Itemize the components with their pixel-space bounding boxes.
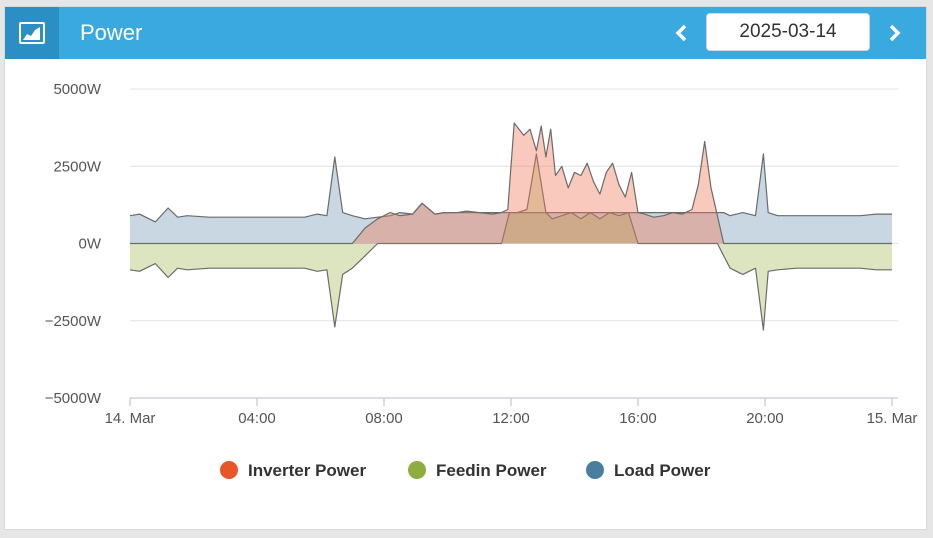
x-tick-label: 15. Mar — [867, 410, 918, 427]
chart-series — [129, 122, 892, 331]
x-tick-label: 08:00 — [365, 410, 403, 427]
header-icon-box — [5, 7, 59, 59]
x-tick-label: 04:00 — [238, 410, 276, 427]
card-header: Power — [5, 7, 926, 59]
chevron-left-icon — [675, 24, 687, 42]
series-line — [130, 122, 892, 245]
series-area — [130, 153, 892, 244]
y-tick-label: 5000W — [53, 81, 101, 98]
legend-item[interactable]: Inverter Power — [220, 461, 366, 480]
date-field[interactable] — [706, 13, 870, 51]
area-chart-icon — [19, 22, 45, 44]
legend-label: Load Power — [614, 461, 711, 480]
chevron-right-icon — [889, 24, 901, 42]
x-tick-label: 14. Mar — [105, 410, 156, 427]
legend-item[interactable]: Feedin Power — [408, 461, 547, 480]
y-tick-label: −5000W — [45, 390, 102, 407]
y-tick-label: −2500W — [45, 313, 102, 330]
next-day-button[interactable] — [883, 21, 907, 45]
x-tick-label: 12:00 — [492, 410, 530, 427]
x-tick-label: 20:00 — [746, 410, 784, 427]
previous-day-button[interactable] — [669, 21, 693, 45]
page-title: Power — [80, 20, 143, 45]
y-tick-label: 2500W — [53, 158, 101, 175]
legend-marker — [586, 461, 604, 479]
x-tick-label: 16:00 — [619, 410, 657, 427]
y-tick-label: 0W — [79, 236, 102, 253]
legend-item[interactable]: Load Power — [586, 461, 711, 480]
legend-marker — [220, 461, 238, 479]
chart-legend: Inverter Power Feedin Power Load Power — [220, 461, 711, 480]
series-line — [129, 153, 892, 331]
series-area — [130, 123, 892, 244]
legend-label: Feedin Power — [436, 461, 547, 480]
legend-label: Inverter Power — [248, 461, 366, 480]
series-area — [130, 153, 892, 330]
legend-marker — [408, 461, 426, 479]
